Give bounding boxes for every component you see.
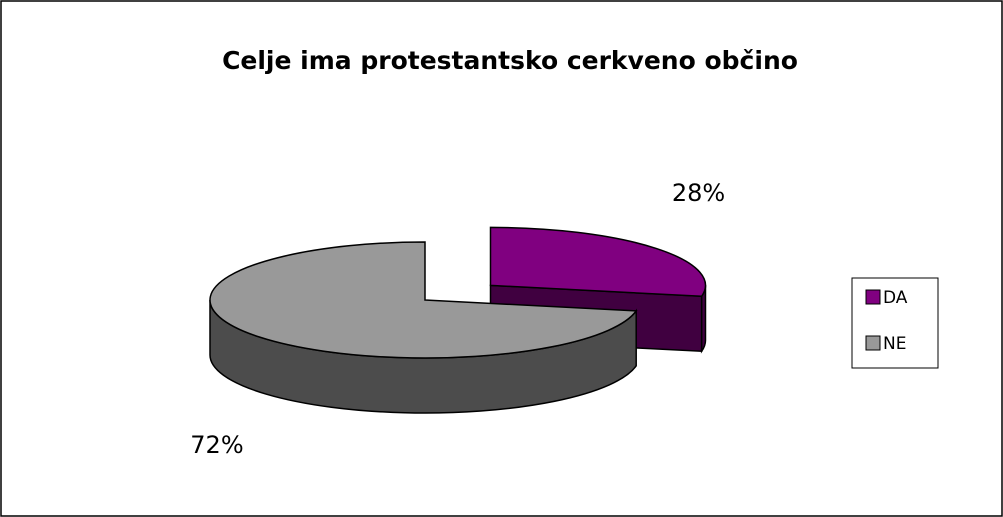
data-label: 72% bbox=[190, 431, 243, 459]
slice bbox=[489, 226, 707, 298]
legend-label: DA bbox=[883, 288, 908, 308]
chart-title: Celje ima protestantsko cerkveno občino bbox=[222, 46, 798, 75]
legend-swatch bbox=[865, 289, 881, 305]
data-label: 28% bbox=[672, 179, 725, 207]
slice bbox=[209, 241, 638, 359]
legend-label: NE bbox=[883, 334, 906, 354]
legend-swatch bbox=[865, 335, 881, 351]
